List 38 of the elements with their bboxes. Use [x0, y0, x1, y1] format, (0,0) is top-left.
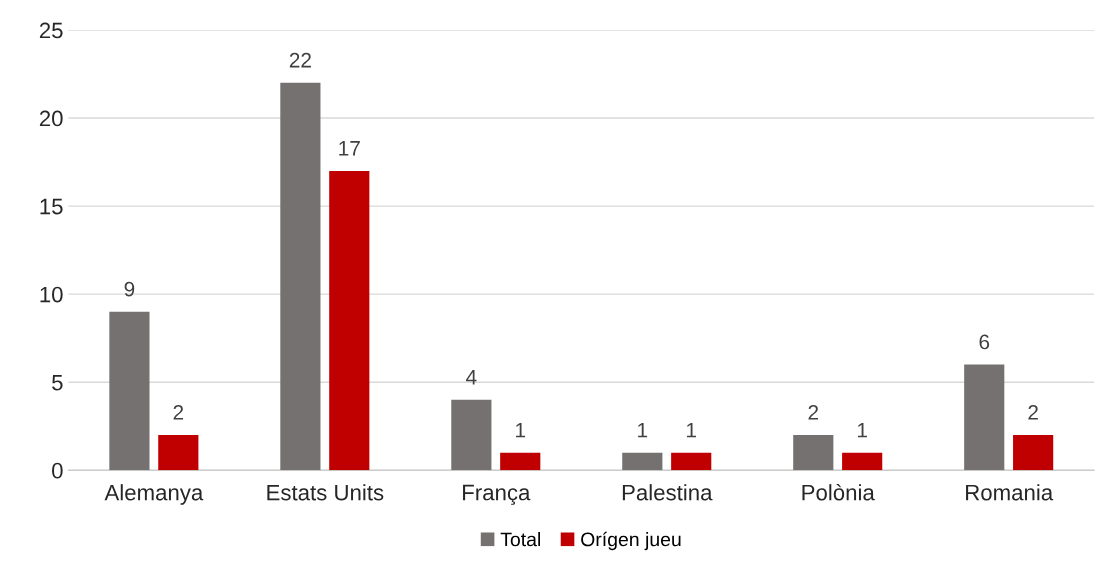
y-tick-label: 10 — [40, 286, 63, 303]
data-label: 1 — [638, 422, 648, 438]
x-tick-label: França — [463, 484, 531, 505]
bar — [109, 311, 150, 471]
x-tick-label: Alemanya — [104, 484, 204, 505]
data-label: 9 — [124, 281, 135, 297]
data-label: 1 — [516, 422, 526, 438]
x-tick-label: Romania — [966, 484, 1054, 501]
bar — [842, 452, 883, 471]
y-tick-label: 25 — [39, 22, 63, 39]
data-label: 4 — [466, 370, 477, 385]
legend-label: Orígen jueu — [581, 531, 681, 551]
bar — [280, 82, 321, 471]
data-label: 17 — [339, 141, 360, 156]
bar — [329, 170, 370, 471]
x-tick-label: Polònia — [802, 483, 875, 501]
data-label: 2 — [1028, 405, 1038, 420]
data-label: 2 — [173, 405, 184, 420]
bar — [500, 452, 541, 471]
data-label: 1 — [687, 422, 696, 438]
bar — [1013, 435, 1054, 471]
data-label: 6 — [979, 334, 990, 350]
bar — [671, 452, 712, 471]
data-label: 1 — [857, 422, 867, 438]
data-label: 2 — [808, 405, 819, 420]
y-tick-label: 0 — [52, 462, 63, 479]
bar — [622, 452, 663, 471]
data-label: 22 — [289, 52, 311, 68]
x-tick-label: Palestina — [622, 484, 713, 501]
y-tick-label: 15 — [40, 198, 63, 215]
y-tick-label: 5 — [52, 374, 63, 391]
bar — [451, 399, 492, 471]
y-tick-label: 20 — [39, 110, 63, 127]
bar — [793, 435, 834, 471]
legend-label: Total — [500, 532, 540, 547]
bar — [964, 364, 1005, 471]
bar — [158, 435, 199, 471]
x-tick-label: Estats Units — [267, 484, 384, 501]
